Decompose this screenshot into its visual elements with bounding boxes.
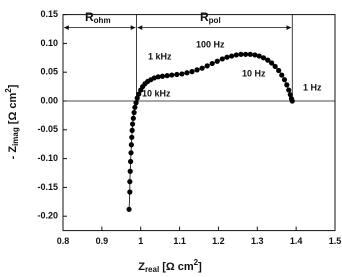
data-point <box>209 60 215 67</box>
data-point <box>128 158 134 165</box>
x-axis-label: Zreal [Ω cm2] <box>138 258 202 274</box>
data-point <box>131 109 137 116</box>
freq-label: 1 kHz <box>148 51 172 61</box>
x-tick-label: 0.8 <box>57 236 70 246</box>
y-tick-label: 0.00 <box>40 95 58 105</box>
data-point <box>269 60 275 66</box>
y-tick-label: -0.05 <box>37 124 58 134</box>
data-point <box>194 67 200 73</box>
freq-label: 10 kHz <box>142 88 171 98</box>
data-point <box>127 179 133 185</box>
data-point <box>164 73 170 79</box>
x-tick-label: 1.5 <box>329 236 342 246</box>
data-point <box>132 104 138 110</box>
x-tick-label: 1.3 <box>251 236 264 246</box>
data-point <box>224 54 230 60</box>
data-point <box>238 51 244 57</box>
data-point <box>233 52 239 58</box>
freq-label: 10 Hz <box>242 68 266 78</box>
x-tick-label: 1.2 <box>212 236 225 246</box>
data-point <box>159 73 166 79</box>
data-point <box>243 51 249 57</box>
x-tick-label: 1.4 <box>290 236 303 246</box>
data-point <box>287 92 293 98</box>
data-point <box>252 52 258 58</box>
data-point <box>129 134 135 140</box>
y-axis-label: - Zimag [Ω cm2] <box>4 84 20 159</box>
data-point <box>128 150 134 156</box>
r-pol: Rpol <box>200 10 221 25</box>
data-point <box>281 77 288 83</box>
freq-label: 100 Hz <box>196 39 225 49</box>
data-point <box>214 58 220 64</box>
data-point <box>204 63 210 69</box>
data-point <box>169 72 175 78</box>
y-tick-label: 0.15 <box>40 9 58 19</box>
r-ohm: Rohm <box>85 10 111 25</box>
data-point <box>179 71 185 77</box>
data-point <box>126 206 132 212</box>
data-point <box>256 53 262 59</box>
y-tick-label: -0.15 <box>37 182 58 192</box>
data-point <box>260 55 267 61</box>
data-point <box>128 142 134 148</box>
data-point <box>127 189 133 195</box>
data-point <box>130 115 136 121</box>
x-tick-label: 1 <box>138 236 143 246</box>
y-tick-label: -0.20 <box>37 211 58 221</box>
data-point <box>247 51 253 57</box>
annotations: Rohm Rpol 1 kHz 100 Hz 10 kHz 10 Hz 1 Hz <box>85 10 322 98</box>
data-point <box>199 65 205 71</box>
data-point <box>279 72 285 78</box>
data-point <box>136 91 142 97</box>
x-tick-label: 1.1 <box>173 236 186 246</box>
data-point <box>174 71 180 78</box>
data-point <box>229 53 235 59</box>
data-point <box>129 121 136 127</box>
data-point <box>219 56 225 62</box>
data-point <box>284 82 290 88</box>
x-tick-label: 0.9 <box>96 236 109 246</box>
data-point <box>276 67 282 74</box>
data-point <box>155 74 161 80</box>
data-point <box>129 127 135 133</box>
data-point <box>184 70 190 76</box>
plot-frame <box>62 14 336 232</box>
y-tick-label: 0.05 <box>40 67 58 77</box>
data-point <box>272 63 278 70</box>
data-point <box>189 69 195 75</box>
data-point <box>134 95 140 101</box>
y-tick-label: 0.10 <box>40 38 58 48</box>
data-point <box>286 87 292 93</box>
data-point <box>289 98 295 104</box>
data-point <box>265 57 271 63</box>
freq-label: 1 Hz <box>303 82 322 92</box>
data-point <box>127 168 133 174</box>
y-tick-label: -0.10 <box>37 153 58 163</box>
data-point <box>133 100 139 106</box>
